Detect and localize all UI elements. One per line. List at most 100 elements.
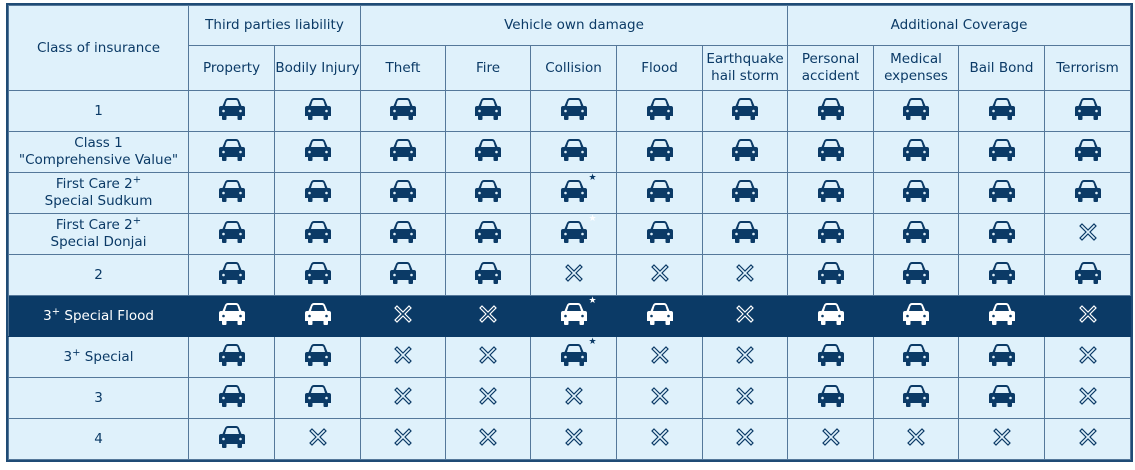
coverage-cell xyxy=(273,295,362,337)
car-icon xyxy=(218,343,245,371)
coverage-cell xyxy=(616,131,704,173)
car-icon xyxy=(304,138,331,166)
x-icon xyxy=(907,427,925,451)
coverage-cell xyxy=(273,254,362,296)
table-row: 3+ Special Flood ★ xyxy=(8,295,1132,337)
car-icon xyxy=(475,138,502,166)
car-icon xyxy=(304,220,331,248)
coverage-cell xyxy=(873,377,960,419)
coverage-cell xyxy=(873,90,960,132)
x-icon xyxy=(736,263,754,287)
x-icon xyxy=(736,345,754,369)
column-header: Terrorism xyxy=(1044,45,1132,91)
superscript-plus: + xyxy=(132,174,142,186)
coverage-cell xyxy=(360,254,447,296)
x-icon xyxy=(479,345,497,369)
row-class-label: 2 xyxy=(8,254,189,296)
coverage-cell xyxy=(188,131,275,173)
coverage-cell xyxy=(188,418,275,460)
coverage-cell xyxy=(273,213,362,255)
row-class-label: 3+ Special xyxy=(8,336,189,378)
x-icon xyxy=(564,386,583,410)
x-icon xyxy=(564,263,583,287)
car-icon xyxy=(903,179,930,207)
row-class-label: Class 1 "Comprehensive Value" xyxy=(8,131,189,173)
car-icon xyxy=(817,261,844,289)
coverage-cell xyxy=(445,90,532,132)
x-icon xyxy=(479,304,497,328)
column-header: Bail Bond xyxy=(958,45,1046,91)
coverage-cell xyxy=(958,254,1046,296)
coverage-cell xyxy=(188,336,275,378)
car-icon xyxy=(732,179,759,207)
x-icon xyxy=(564,427,583,451)
star-icon: ★ xyxy=(588,295,597,306)
coverage-cell xyxy=(273,172,362,214)
coverage-cell xyxy=(530,131,618,173)
coverage-cell xyxy=(873,295,960,337)
column-header-label: Personal xyxy=(801,51,860,67)
coverage-cell xyxy=(1044,377,1132,419)
coverage-cell xyxy=(873,131,960,173)
coverage-cell xyxy=(360,213,447,255)
car-icon xyxy=(304,302,331,330)
class-name: Special Donjai xyxy=(50,234,147,250)
coverage-cell xyxy=(873,336,960,378)
x-icon xyxy=(650,345,669,369)
car-icon xyxy=(988,261,1015,289)
coverage-cell xyxy=(873,254,960,296)
car-icon xyxy=(732,138,759,166)
column-header-label: Collision xyxy=(545,59,602,76)
coverage-cell xyxy=(445,418,532,460)
coverage-cell xyxy=(530,418,618,460)
car-icon: ★ xyxy=(560,173,597,207)
x-icon xyxy=(394,345,412,369)
coverage-cell xyxy=(1044,213,1132,255)
star-icon: ★ xyxy=(588,172,597,183)
coverage-cell xyxy=(273,131,362,173)
coverage-cell xyxy=(1044,131,1132,173)
car-icon xyxy=(218,179,245,207)
car-icon xyxy=(646,97,673,125)
table-row: 2 xyxy=(8,254,1132,296)
coverage-cell xyxy=(958,172,1046,214)
row-class-label: First Care 2+ Special Sudkum xyxy=(8,172,189,214)
coverage-cell xyxy=(1044,172,1132,214)
coverage-cell xyxy=(616,295,704,337)
coverage-cell xyxy=(873,213,960,255)
table-row: 1 xyxy=(8,90,1132,132)
x-icon xyxy=(479,386,497,410)
coverage-cell xyxy=(188,254,275,296)
column-header-label: Flood xyxy=(641,59,678,76)
superscript-plus: + xyxy=(51,306,61,317)
coverage-cell xyxy=(530,254,618,296)
superscript-plus: + xyxy=(72,347,81,358)
coverage-cell xyxy=(530,90,618,132)
coverage-cell xyxy=(787,131,875,173)
car-icon xyxy=(988,302,1015,330)
coverage-cell xyxy=(787,172,875,214)
column-header: Property xyxy=(188,45,275,91)
class-name: 3 xyxy=(94,389,103,406)
car-icon xyxy=(1074,261,1101,289)
class-name: 2 xyxy=(94,266,103,283)
column-header: Fire xyxy=(445,45,532,91)
car-icon xyxy=(817,97,844,125)
coverage-cell: ★ xyxy=(530,172,618,214)
x-icon xyxy=(394,427,412,451)
coverage-cell xyxy=(702,131,789,173)
row-class-label: 3+ Special Flood xyxy=(8,295,189,337)
car-icon xyxy=(903,343,930,371)
car-icon xyxy=(817,302,844,330)
car-icon xyxy=(817,384,844,412)
coverage-cell xyxy=(360,172,447,214)
coverage-cell xyxy=(616,336,704,378)
coverage-cell xyxy=(445,213,532,255)
coverage-cell xyxy=(958,377,1046,419)
x-icon xyxy=(1078,222,1097,246)
column-header-label: Medical xyxy=(890,51,942,67)
table-row: 3+ Special ★ xyxy=(8,336,1132,378)
car-icon: ★ xyxy=(560,296,597,330)
x-icon xyxy=(650,263,669,287)
coverage-cell xyxy=(787,90,875,132)
